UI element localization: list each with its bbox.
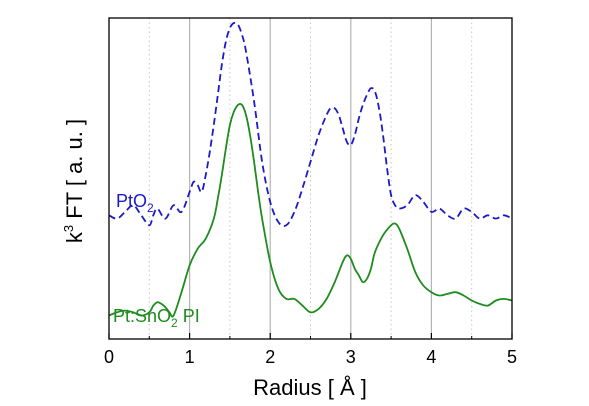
series-label-pto2-sub: 2: [147, 201, 154, 215]
x-axis-title: Radius [ Å ]: [253, 375, 367, 400]
grid-layer: [148, 18, 473, 339]
series-label-pt-sno2-tail: PI: [178, 306, 200, 326]
x-tick-label: 5: [507, 347, 517, 367]
x-tick-label: 1: [185, 347, 195, 367]
series-label-pt-sno2-sub: 2: [171, 316, 178, 330]
series-layer: [108, 21, 513, 318]
y-axis-title-exp: 3: [61, 225, 76, 232]
x-tick-label: 3: [346, 347, 356, 367]
series-label-pto2: PtO2: [116, 191, 154, 215]
x-tick-label: 4: [426, 347, 436, 367]
y-axis-title: k3 FT [ a. u. ]: [61, 119, 87, 243]
series-label-pt-sno2: Pt:SnO2 PI: [113, 306, 200, 330]
x-tick-label: 0: [104, 347, 114, 367]
series-label-pto2-main: PtO: [116, 191, 147, 211]
x-tick-label: 2: [265, 347, 275, 367]
ticks-layer: 0 1 2 3 4 5: [104, 333, 517, 367]
plot-frame: [108, 17, 513, 340]
y-axis-title-k: k: [62, 231, 87, 243]
series-label-pt-sno2-main: Pt:SnO: [113, 306, 171, 326]
series-line-pto2: [108, 21, 513, 227]
y-axis-title-rest: FT [ a. u. ]: [62, 119, 87, 225]
series-line-pt-sno2: [108, 102, 513, 318]
